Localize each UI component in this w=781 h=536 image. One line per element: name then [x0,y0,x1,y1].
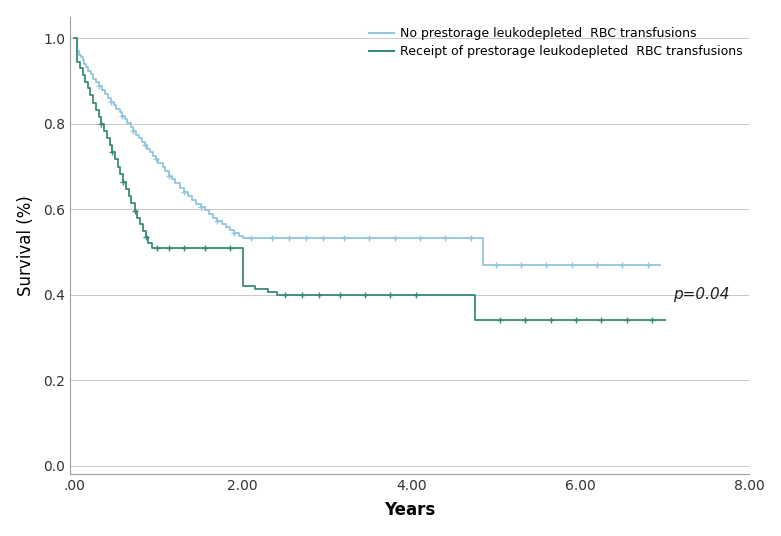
Y-axis label: Survival (%): Survival (%) [16,195,34,296]
Text: p=0.04: p=0.04 [673,287,729,302]
X-axis label: Years: Years [383,501,435,519]
Legend: No prestorage leukodepleted  RBC transfusions, Receipt of prestorage leukodeplet: No prestorage leukodepleted RBC transfus… [369,27,743,58]
